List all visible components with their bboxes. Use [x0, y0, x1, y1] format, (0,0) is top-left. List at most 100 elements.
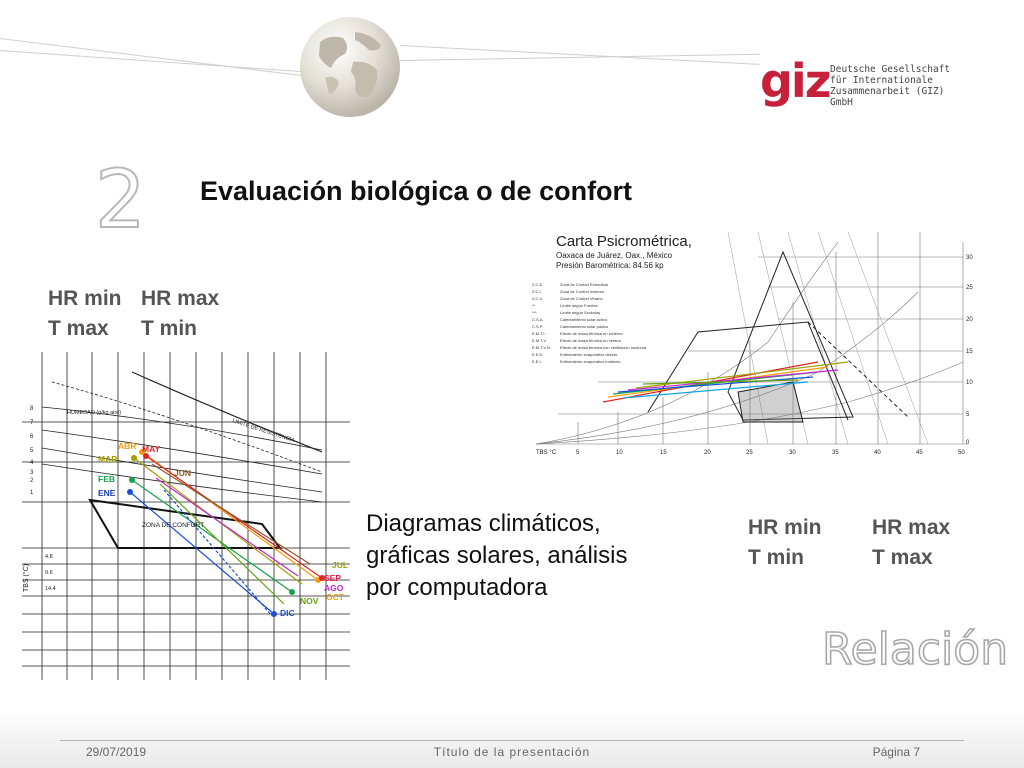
- legend-code: E.E.D.: [532, 352, 544, 357]
- decorative-line: [0, 50, 330, 75]
- footer: 29/07/2019 Título de la presentación Pág…: [0, 708, 1024, 768]
- description-line: Diagramas climáticos,: [366, 510, 601, 537]
- label-line: HR max: [141, 287, 220, 310]
- legend-code: E.M.T.V.N.: [532, 345, 551, 350]
- legend-text: Límite según Szokolay: [560, 310, 600, 315]
- humidity-label: HUMEDAD (g/kg aire): [67, 410, 121, 416]
- decorative-line: [0, 38, 308, 77]
- month-label: SEP: [324, 573, 341, 583]
- axis-label: TBS (°C): [22, 564, 30, 592]
- label-line: T min: [748, 546, 804, 569]
- left-tick: 4.8: [45, 554, 53, 560]
- month-label: DIC: [280, 608, 295, 618]
- legend-text: Calentamiento solar activo: [560, 317, 608, 322]
- legend-code: C.S.A.: [532, 317, 544, 322]
- month-label: FEB: [98, 474, 115, 484]
- psychro-title: Carta Psicrométrica,: [556, 233, 692, 250]
- left-label-col2: HR max T min: [141, 284, 219, 344]
- left-label-col1: HR min T max: [48, 284, 122, 344]
- footer-date: 29/07/2019: [86, 745, 147, 759]
- legend-code: E.E.I.: [532, 359, 542, 364]
- right-label-col1: HR min T min: [748, 513, 822, 573]
- logo-line: Deutsche Gesellschaft: [830, 64, 951, 75]
- legend-text: Zona de Confort Invierno: [560, 289, 605, 294]
- y-tick: 3: [30, 470, 34, 476]
- month-label: ABR: [118, 441, 136, 451]
- x-tick: 35: [832, 450, 839, 456]
- x-tick: 30: [789, 450, 796, 456]
- psychrometric-chart: Carta Psicrométrica, Oaxaca de Juárez, O…: [518, 222, 978, 462]
- logo-mark: giz: [760, 54, 831, 108]
- legend-code: E.M.T.V.: [532, 338, 547, 343]
- y-tick: 25: [966, 285, 973, 291]
- y-tick: 10: [966, 380, 973, 386]
- globe-icon: [300, 17, 400, 117]
- x-tick: 50: [958, 450, 965, 456]
- comfort-label: ZONA DE CONFORT: [142, 522, 204, 529]
- bioclimatic-chart: HUMEDAD (g/kg aire) LIMITE DE RESISTENCI…: [22, 352, 350, 680]
- label-line: HR min: [748, 516, 822, 539]
- y-tick: 5: [30, 448, 34, 454]
- x-tick: 15: [660, 450, 667, 456]
- y-tick: 30: [966, 255, 973, 261]
- legend-code: Z.C.E.: [532, 282, 543, 287]
- x-tick: 20: [704, 450, 711, 456]
- x-tick: 45: [916, 450, 923, 456]
- description-line: por computadora: [366, 574, 548, 601]
- y-tick: 6: [30, 434, 34, 440]
- y-tick: 0: [966, 440, 970, 446]
- legend-text: Zona de Confort Extendida: [560, 282, 609, 287]
- x-tick: 40: [874, 450, 881, 456]
- label-line: T min: [141, 317, 197, 340]
- legend-text: Efecto de masa térmica en verano: [560, 338, 622, 343]
- left-tick: 14.4: [45, 586, 56, 592]
- watermark-text: Relación: [821, 623, 1009, 676]
- y-tick: 15: [966, 349, 973, 355]
- footer-page: Página 7: [872, 745, 920, 759]
- description: Diagramas climáticos, gráficas solares, …: [366, 508, 696, 604]
- month-label: JUN: [174, 468, 191, 478]
- logo-text: Deutsche Gesellschaft für Internationale…: [830, 64, 960, 108]
- legend-code: ***: [532, 310, 537, 315]
- label-line: HR min: [48, 287, 122, 310]
- month-label: NOV: [300, 596, 319, 606]
- legend-code: C.S.P.: [532, 324, 543, 329]
- y-tick: 1: [30, 490, 34, 496]
- legend-code: Z.C.V.: [532, 296, 543, 301]
- legend-text: Efecto de masa térmica con ventilación n…: [560, 345, 647, 350]
- legend-text: Límite según Fuertes: [560, 303, 598, 308]
- footer-divider: [60, 740, 964, 741]
- month-label: MAY: [142, 444, 160, 454]
- x-tick: 25: [746, 450, 753, 456]
- month-label: JUL: [332, 560, 348, 570]
- psychro-pressure: Presión Barométrica: 84.56 kp: [556, 261, 664, 270]
- label-line: HR max: [872, 516, 951, 539]
- legend-code: E.M.T.I.: [532, 331, 546, 336]
- legend-text: Enfriamiento evaporativo directo: [560, 352, 618, 357]
- description-line: gráficas solares, análisis: [366, 542, 628, 569]
- y-tick: 7: [30, 420, 34, 426]
- month-label: OCT: [326, 592, 345, 602]
- psychro-subtitle: Oaxaca de Juárez, Oax., México: [556, 251, 673, 260]
- logo-line: für Internationale: [830, 75, 933, 86]
- giz-logo: giz Deutsche Gesellschaft für Internatio…: [760, 58, 960, 108]
- legend-code: Z.C.I.: [532, 289, 542, 294]
- x-tick: 5: [576, 450, 580, 456]
- y-tick: 4: [30, 460, 34, 466]
- label-line: T max: [872, 546, 933, 569]
- legend-text: Efecto de masa térmica en invierno: [560, 331, 623, 336]
- month-label: MAR: [98, 454, 117, 464]
- right-label-col2: HR max T max: [872, 513, 950, 573]
- month-label: AGO: [324, 583, 344, 593]
- legend-text: Enfriamiento evaporativo indirecto: [560, 359, 621, 364]
- slide-number: 2: [94, 153, 147, 246]
- left-tick: 9.6: [45, 570, 53, 576]
- y-tick: 20: [966, 317, 973, 323]
- month-label: ENE: [98, 488, 116, 498]
- label-line: T max: [48, 317, 109, 340]
- x-axis-label: TBS °C: [536, 450, 557, 456]
- footer-title: Título de la presentación: [433, 745, 591, 759]
- slide-title: Evaluación biológica o de confort: [200, 176, 633, 206]
- legend-code: **: [532, 303, 536, 308]
- y-tick: 5: [966, 412, 970, 418]
